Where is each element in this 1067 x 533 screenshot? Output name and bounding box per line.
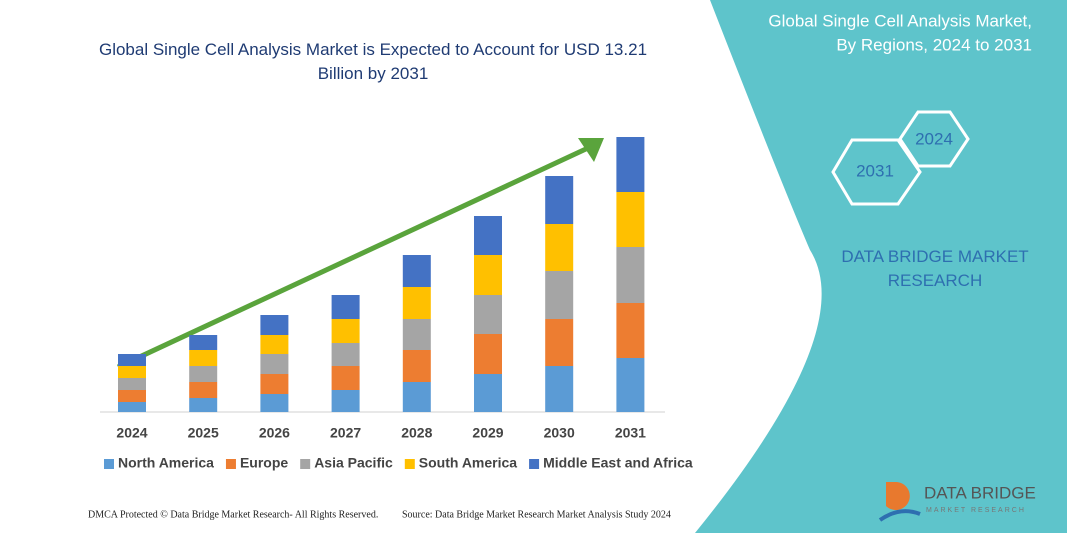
arrow-head: [578, 138, 604, 162]
bar-segment: [616, 192, 645, 247]
bar-segment: [189, 366, 218, 382]
brand: DATA BRIDGE MARKET RESEARCH: [841, 247, 1029, 290]
hex-label: 2024: [915, 129, 953, 148]
bar-segment: [545, 224, 574, 271]
bar-segment: [331, 390, 360, 412]
bar-segment: [402, 319, 431, 350]
bar-segment: [118, 354, 146, 366]
x-tick-label: 2030: [544, 425, 575, 441]
footer-right: Source: Data Bridge Market Research Mark…: [402, 509, 671, 520]
bar-segment: [545, 366, 574, 412]
logo-sub: MARKET RESEARCH: [926, 507, 1026, 514]
bar-segment: [474, 374, 502, 412]
hexagon: [831, 138, 922, 206]
bar-segment: [474, 216, 502, 255]
bar-segment: [118, 366, 146, 378]
bar-segment: [545, 319, 574, 366]
panel-title: Global Single Cell Analysis Market,: [768, 11, 1032, 30]
side-panel: [695, 0, 1067, 533]
legend-label: Asia Pacific: [314, 455, 393, 471]
bar-segment: [331, 295, 360, 319]
x-tick-label: 2029: [472, 425, 503, 441]
x-tick-label: 2026: [259, 425, 290, 441]
bar-segment: [474, 295, 502, 334]
hex-label: 2031: [856, 161, 894, 180]
x-tick-label: 2031: [615, 425, 646, 441]
bar-segment: [260, 394, 289, 412]
legend-swatch: [300, 459, 311, 469]
bar-segment: [616, 247, 645, 303]
bar-segment: [189, 335, 218, 350]
bar-segment: [260, 354, 289, 374]
legend-swatch: [225, 459, 236, 469]
bar-segment: [118, 390, 146, 402]
bar-segment: [474, 334, 502, 374]
bar-segment: [474, 255, 502, 295]
chart-title: Global Single Cell Analysis Market is Ex…: [98, 40, 648, 83]
trend-arrow: [116, 145, 590, 370]
bar-segment: [260, 374, 289, 394]
legend-swatch: [529, 459, 540, 469]
bar-segment: [189, 382, 218, 398]
bar-segment: [331, 343, 360, 366]
x-tick-label: 2028: [401, 425, 432, 441]
footer-left: DMCA Protected © Data Bridge Market Rese…: [88, 509, 378, 520]
bar-segment: [616, 137, 645, 192]
panel-title: By Regions, 2024 to 2031: [836, 35, 1032, 54]
bar-segment: [260, 315, 289, 335]
bar-segment: [118, 378, 146, 390]
legend-swatch: [404, 459, 415, 469]
legend-swatch: [104, 459, 114, 469]
x-tick-label: 2024: [116, 425, 147, 441]
logo-name: DATA BRIDGE: [924, 483, 1036, 502]
bar-segment: [616, 303, 645, 358]
bar-segment: [331, 319, 360, 343]
logo-mark: [886, 482, 910, 510]
bar-segment: [402, 382, 431, 412]
legend-label: Europe: [240, 455, 288, 471]
bar-segment: [402, 287, 431, 319]
legend-label: Middle East and Africa: [543, 455, 693, 471]
x-tick-label: 2027: [330, 425, 361, 441]
bar-segment: [545, 271, 574, 319]
bar-segment: [402, 255, 431, 287]
bar-segment: [260, 335, 289, 354]
bar-segment: [616, 358, 645, 412]
hexagon: [898, 110, 970, 168]
legend-label: South America: [419, 455, 517, 471]
bar-segment: [189, 350, 218, 366]
bar-segment: [331, 366, 360, 390]
bar-segment: [189, 398, 218, 412]
bar-segment: [118, 402, 146, 412]
bar-segment: [545, 176, 574, 224]
legend-label: North America: [118, 455, 214, 471]
bar-segment: [402, 350, 431, 382]
x-tick-label: 2025: [188, 425, 219, 441]
logo-mark: [878, 509, 921, 522]
